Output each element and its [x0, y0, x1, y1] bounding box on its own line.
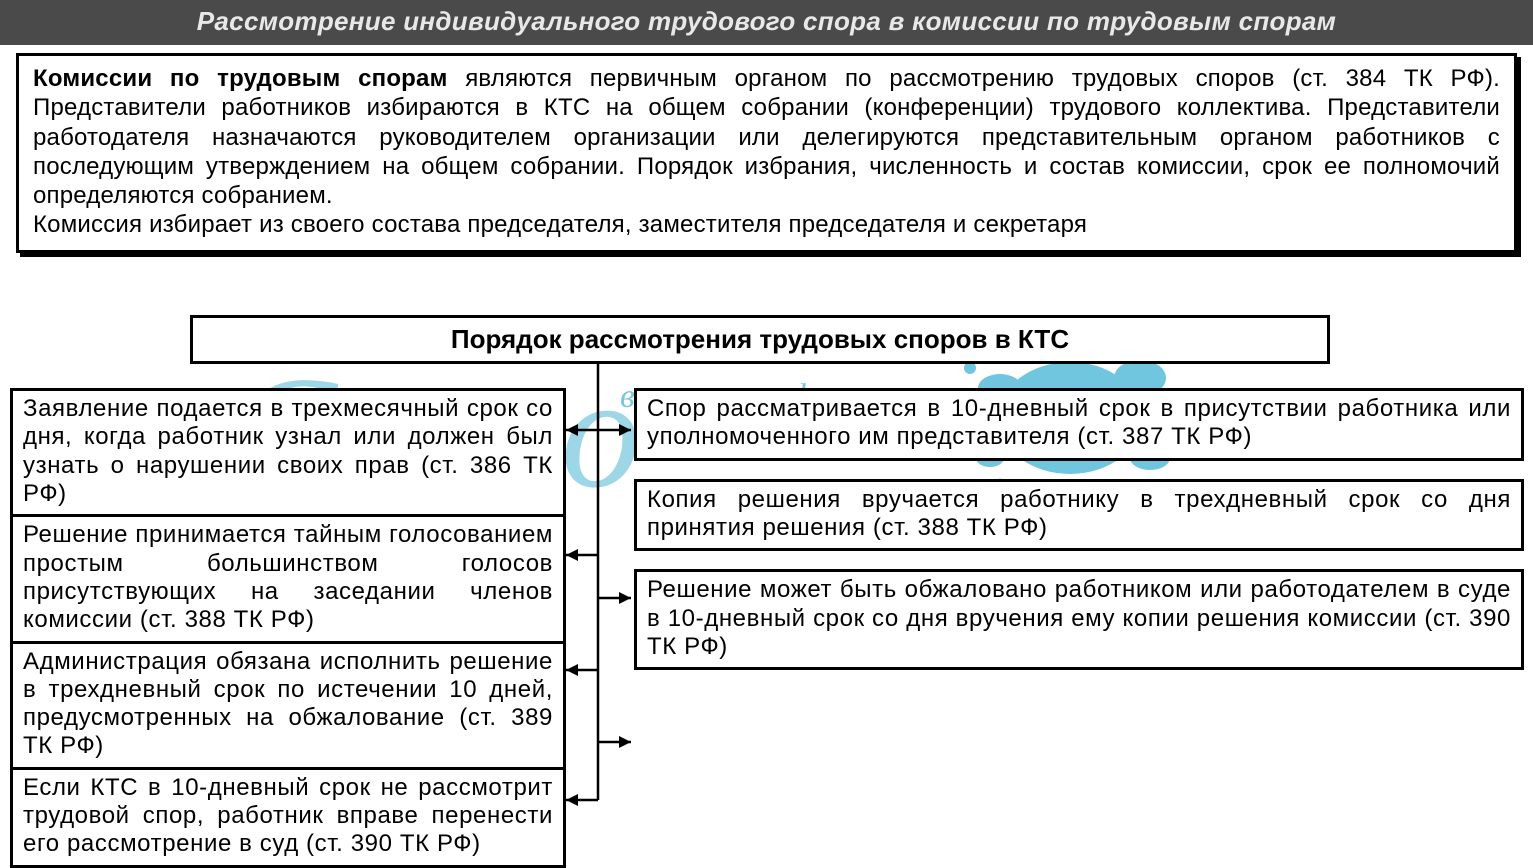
flow-left-2: Администрация обязана исполнить решение … [10, 641, 566, 770]
flow-left-1: Решение принимается тайным голосованием … [10, 514, 566, 643]
flow-left-0: Заявление подается в трехмесячный срок с… [10, 388, 566, 517]
flow-left-3: Если КТС в 10-дневный срок не рассмотрит… [10, 767, 566, 868]
page-title-bar: Рассмотрение индивидуального трудового с… [0, 0, 1533, 45]
flow-right-2: Решение может быть обжаловано работником… [634, 569, 1524, 670]
flow-left-column: Заявление подается в трехмесячный срок с… [10, 388, 566, 865]
flow-right-column: Спор рассматривается в 10-дневный срок в… [634, 388, 1524, 688]
subtitle-box: Порядок рассмотрения трудовых споров в К… [190, 315, 1330, 364]
intro-line2: Комиссия избирает из своего состава пред… [33, 211, 1087, 238]
flow-right-1: Копия решения вручается работнику в трех… [634, 479, 1524, 552]
flow-right-0: Спор рассматривается в 10-дневный срок в… [634, 388, 1524, 461]
intro-lead: Комиссии по трудовым спорам [33, 65, 448, 92]
subtitle: Порядок рассмотрения трудовых споров в К… [451, 324, 1069, 354]
page-title: Рассмотрение индивидуального трудового с… [197, 6, 1336, 36]
intro-box: Комиссии по трудовым спорам являются пер… [16, 53, 1517, 253]
